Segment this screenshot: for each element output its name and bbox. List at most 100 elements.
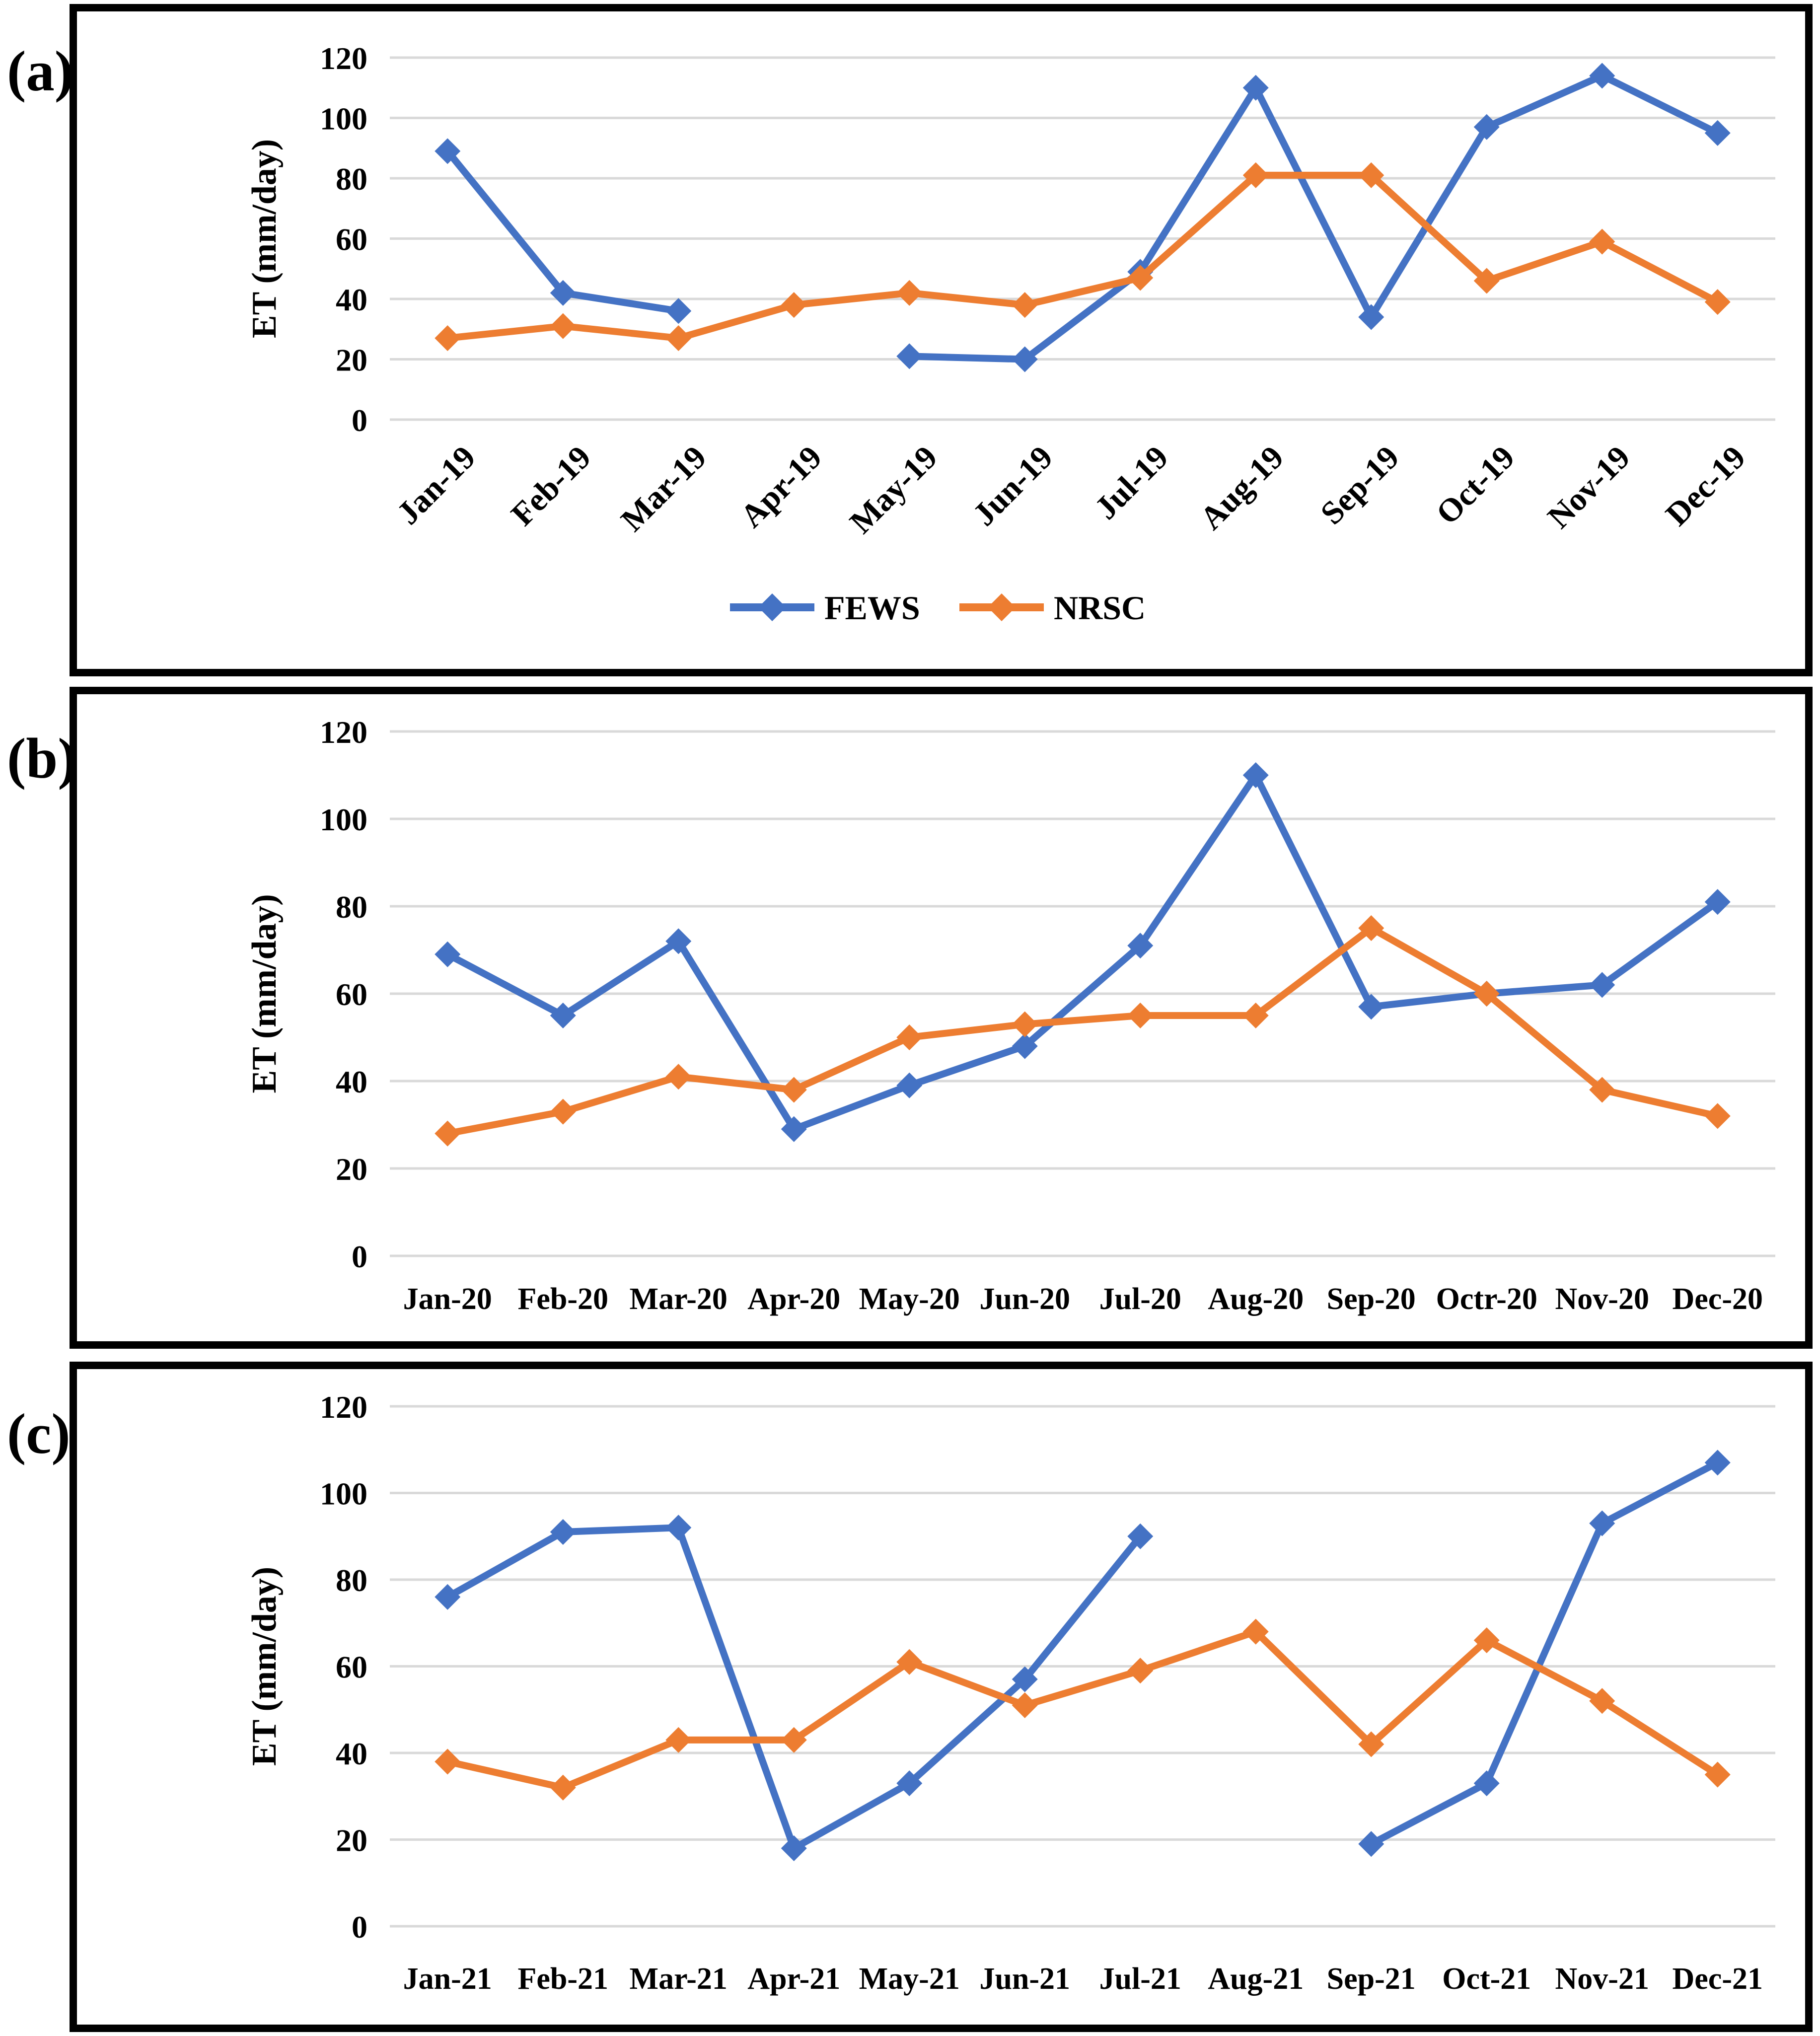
chart-panel-b: 0 20 40 60 80 100 120 ET (mm/day) Jan-20 Feb-20 Ma… — [70, 687, 1813, 1349]
x-tick-label: Dec-20 — [1673, 1282, 1763, 1316]
y-tick-label: 20 — [336, 1823, 367, 1858]
data-point-FEWS — [1127, 1523, 1154, 1549]
x-tick-label: Aug-21 — [1208, 1962, 1304, 1996]
data-point-FEWS — [550, 1003, 576, 1028]
x-tick-label: Jul-21 — [1099, 1962, 1181, 1996]
series-NRSC-line — [444, 171, 1721, 342]
x-tick-label: May-20 — [859, 1282, 960, 1316]
panel-label-a: (a) — [7, 40, 74, 103]
data-point-NRSC — [1358, 162, 1384, 188]
x-tick-label: Jan-19 — [390, 439, 482, 531]
y-tick-label: 60 — [336, 977, 367, 1012]
data-point-NRSC — [1012, 1011, 1038, 1037]
legend: FEWS NRSC — [730, 589, 1146, 627]
chart-panel-c: 0 20 40 60 80 100 120 ET (mm/day) Jan-21 Feb-21 Ma… — [70, 1362, 1813, 2032]
x-tick-label: Feb-19 — [504, 439, 598, 533]
x-tick-label: Apr-20 — [747, 1282, 840, 1316]
data-point-FEWS — [435, 1584, 461, 1610]
data-point-FEWS — [1012, 1033, 1038, 1059]
data-point-FEWS — [781, 1116, 807, 1142]
data-point-NRSC — [1589, 1688, 1615, 1714]
x-tick-label: Feb-20 — [517, 1282, 608, 1316]
data-point-NRSC — [1589, 1077, 1615, 1103]
data-point-NRSC — [1704, 289, 1731, 315]
data-point-NRSC — [1473, 268, 1500, 294]
data-point-NRSC — [665, 1064, 692, 1090]
legend-swatch-marker — [988, 593, 1016, 621]
legend-label: FEWS — [824, 589, 920, 627]
y-tick-label: 120 — [320, 41, 367, 76]
y-tick-label: 20 — [336, 1152, 367, 1187]
y-tick-label: 80 — [336, 889, 367, 925]
series-FEWS-line — [906, 72, 1721, 363]
data-point-NRSC — [435, 325, 461, 351]
data-point-NRSC — [896, 1024, 923, 1050]
y-axis-title: ET (mm/day) — [245, 1567, 284, 1766]
y-tick-label: 60 — [336, 1650, 367, 1685]
x-tick-label: Mar-20 — [630, 1282, 728, 1316]
data-point-FEWS — [1127, 933, 1154, 959]
x-tick-label: May-19 — [843, 439, 945, 541]
data-point-NRSC — [550, 1098, 576, 1125]
data-point-FEWS — [665, 928, 692, 954]
x-tick-label: Apr-19 — [733, 439, 829, 534]
data-point-NRSC — [1242, 1003, 1269, 1028]
data-point-FEWS — [1358, 994, 1384, 1020]
data-point-FEWS — [550, 280, 576, 306]
data-point-FEWS — [1589, 1510, 1615, 1536]
data-point-FEWS — [1012, 346, 1038, 372]
data-point-NRSC — [1127, 265, 1154, 291]
data-point-NRSC — [1358, 1731, 1384, 1757]
y-tick-label: 120 — [320, 715, 367, 750]
data-point-NRSC — [896, 280, 923, 306]
y-tick-label: 100 — [320, 1476, 367, 1512]
y-tick-label: 80 — [336, 161, 367, 197]
x-tick-label: Dec-21 — [1673, 1962, 1763, 1996]
data-point-NRSC — [665, 325, 692, 351]
legend-label: NRSC — [1054, 589, 1146, 627]
x-tick-label: May-21 — [859, 1962, 960, 1996]
y-tick-label: 100 — [320, 101, 367, 137]
y-tick-label: 40 — [336, 1736, 367, 1771]
data-point-NRSC — [1127, 1658, 1154, 1684]
data-point-FEWS — [896, 343, 923, 369]
x-tick-label: Aug-20 — [1208, 1282, 1304, 1316]
data-point-FEWS — [1589, 63, 1615, 89]
data-point-NRSC — [1242, 162, 1269, 188]
x-tick-label: Feb-21 — [517, 1962, 608, 1996]
data-point-NRSC — [665, 1727, 692, 1753]
series-FEWS-line — [1368, 1459, 1721, 1848]
data-point-NRSC — [781, 1727, 807, 1753]
data-point-NRSC — [781, 292, 807, 318]
data-point-FEWS — [435, 941, 461, 967]
data-point-NRSC — [1704, 1761, 1731, 1788]
y-tick-label: 60 — [336, 222, 367, 257]
data-point-FEWS — [1242, 74, 1269, 101]
y-tick-label: 80 — [336, 1563, 367, 1598]
x-tick-label: Jun-21 — [979, 1962, 1070, 1996]
data-point-FEWS — [665, 298, 692, 324]
data-point-FEWS — [1704, 889, 1731, 915]
data-point-FEWS — [1473, 1770, 1500, 1797]
x-tick-label: Dec-19 — [1659, 439, 1752, 533]
x-tick-label: Jun-20 — [979, 1282, 1070, 1316]
x-tick-label: Sep-21 — [1327, 1962, 1416, 1996]
y-tick-label: 40 — [336, 1064, 367, 1099]
data-point-FEWS — [1589, 972, 1615, 998]
x-tick-label: Jan-21 — [403, 1962, 492, 1996]
data-point-FEWS — [435, 138, 461, 164]
data-point-NRSC — [1012, 292, 1038, 318]
series-NRSC-line — [444, 925, 1721, 1137]
data-point-FEWS — [550, 1519, 576, 1545]
y-tick-label: 40 — [336, 282, 367, 317]
chart-panel-a: 0 20 40 60 80 100 120 ET (mm/day) Jan-19 Feb-19 Ma… — [70, 4, 1813, 676]
series-NRSC-line — [444, 1628, 1721, 1791]
data-point-NRSC — [1012, 1692, 1038, 1719]
y-tick-label: 20 — [336, 343, 367, 378]
data-point-NRSC — [1358, 915, 1384, 941]
x-tick-label: Nov-20 — [1555, 1282, 1649, 1316]
panel-label-b: (b) — [7, 727, 77, 790]
data-point-FEWS — [1704, 120, 1731, 146]
x-tick-label: Jan-20 — [403, 1282, 492, 1316]
